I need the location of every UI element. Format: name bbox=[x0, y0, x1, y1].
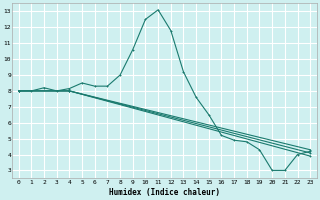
X-axis label: Humidex (Indice chaleur): Humidex (Indice chaleur) bbox=[109, 188, 220, 197]
